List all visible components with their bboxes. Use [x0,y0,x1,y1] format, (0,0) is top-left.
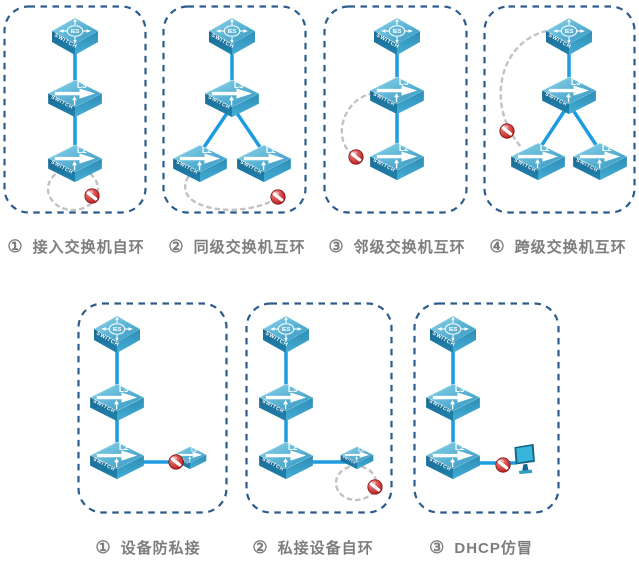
ies-switch-icon [373,17,421,56]
no-entry-icon [84,188,100,204]
l3-switch-icon [542,77,596,114]
ies-switch-icon [262,315,310,354]
caption-number: ② [168,236,185,256]
no-entry-icon [270,189,286,205]
ies-switch-icon [51,17,99,56]
l3-switch-icon [48,80,102,117]
caption-access-switch-self-loop: ① 接入交换机自环 [0,236,171,257]
caption-number: ③ [328,236,345,256]
link-line [567,102,602,153]
caption-peer-switch-loop: ② 同级交换机互环 [142,236,332,257]
no-entry-icon [168,454,184,470]
panel-border [413,302,560,514]
caption-number: ③ [429,537,446,557]
l2-switch-icon [259,442,313,479]
caption-text: 跨级交换机互环 [514,239,627,256]
loop-path [340,91,375,156]
caption-adjacent-switch-loop: ③ 邻级交换机互环 [302,236,492,257]
panel-device-anti-private-connect [77,302,228,514]
l2-switch-icon [426,442,480,479]
caption-number: ① [7,236,24,256]
l2-switch-icon [511,143,565,180]
caption-cross-level-switch-loop: ④ 跨级交换机互环 [463,236,639,257]
caption-dhcp-spoofing: ③ DHCP仿冒 [386,537,576,558]
ies-switch-icon [429,315,477,354]
panel-border [483,5,636,214]
l3-switch-icon [370,77,424,114]
l2-switch-icon [370,143,424,180]
panel-peer-switch-loop [162,5,307,214]
rogue-l2-switch-icon [341,447,374,469]
pc-monitor-icon [514,443,535,475]
ies-switch-icon [93,315,141,354]
caption-number: ④ [489,236,506,256]
ies-switch-icon [208,17,256,56]
panel-border [323,5,468,214]
l3-switch-icon [426,384,480,421]
l3-switch-icon [205,80,259,117]
l2-switch-icon [90,442,144,479]
caption-text: 私接设备自环 [277,540,374,557]
caption-text: 设备防私接 [120,540,201,557]
loop-path [46,166,100,212]
no-entry-icon [348,149,364,165]
caption-number: ① [95,537,112,557]
panel-private-device-self-loop [245,302,393,514]
l2-switch-icon [173,145,227,182]
panel-adjacent-switch-loop [323,5,468,214]
panel-border [245,302,393,514]
caption-text: DHCP仿冒 [454,540,533,557]
caption-text: 接入交换机自环 [32,239,145,256]
l3-switch-icon [259,384,313,421]
loop-path [184,175,281,211]
panel-cross-level-switch-loop [483,5,636,214]
panel-border [77,302,228,514]
caption-device-anti-private-connect: ① 设备防私接 [53,537,243,558]
caption-number: ② [252,537,269,557]
no-entry-icon [367,479,383,495]
ies-switch-icon [545,17,593,56]
panel-access-switch-self-loop [3,5,147,214]
l3-switch-icon [90,384,144,421]
caption-text: 邻级交换机互环 [353,239,466,256]
caption-text: 同级交换机互环 [193,239,306,256]
panel-border [3,5,147,214]
panel-border [162,5,307,214]
caption-private-device-self-loop: ② 私接设备自环 [218,537,408,558]
l2-switch-icon [573,143,627,180]
panel-dhcp-spoofing [413,302,560,514]
l2-switch-icon [237,145,291,182]
no-entry-icon [499,123,515,139]
no-entry-icon [495,457,511,473]
